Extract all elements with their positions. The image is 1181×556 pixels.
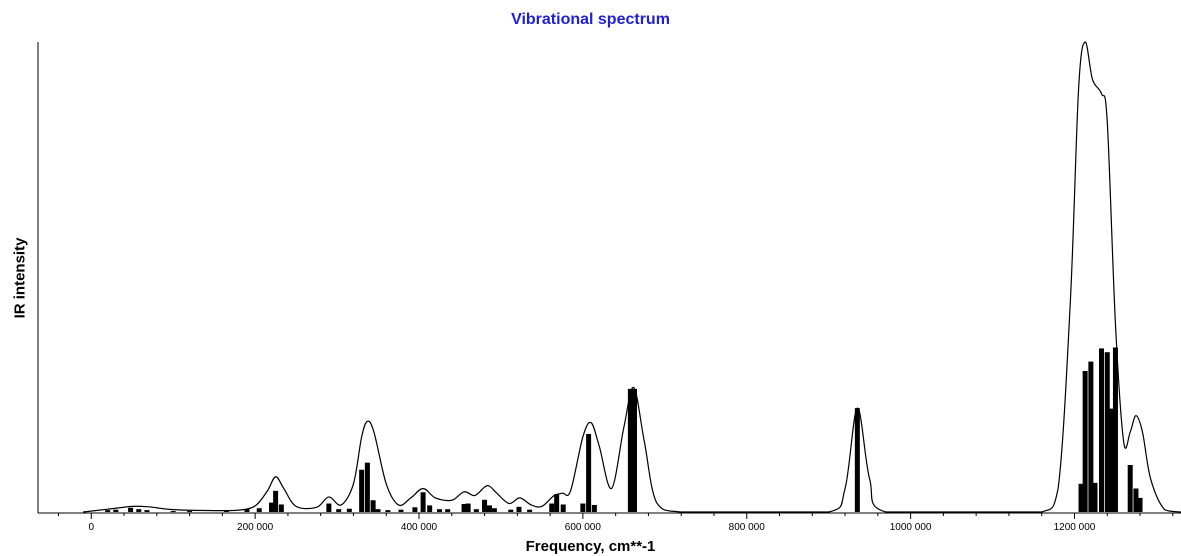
spectrum-bar xyxy=(1137,497,1143,512)
spectrum-bar xyxy=(554,494,560,512)
spectrum-bar xyxy=(586,433,592,512)
spectrum-bar xyxy=(1112,347,1118,512)
x-tick-label: 600 000 xyxy=(565,522,602,533)
x-tick-label: 800 000 xyxy=(729,522,766,533)
spectrum-bar xyxy=(128,507,134,512)
spectrum-bar xyxy=(385,510,391,512)
spectrum-bar xyxy=(187,511,193,513)
x-tick-label: 200 000 xyxy=(237,522,274,533)
spectrum-bar xyxy=(375,509,381,512)
x-tick-label: 0 xyxy=(88,522,94,533)
spectrum-bar xyxy=(359,469,365,512)
spectrum-bar xyxy=(465,503,471,512)
spectrum-bar xyxy=(627,388,633,512)
spectrum-bar xyxy=(516,506,522,512)
spectrum-bar xyxy=(1108,408,1114,512)
spectrum-bar xyxy=(854,408,860,512)
x-major-ticks: 0 200 000 400 000 600 000 800 000 1000 000 120… xyxy=(88,513,1096,533)
spectrum-bar xyxy=(1104,352,1110,512)
spectrum-bar xyxy=(436,509,442,512)
spectrum-bar xyxy=(364,462,370,512)
spectrum-bar xyxy=(1127,465,1133,512)
spectrum-bar xyxy=(1078,483,1084,512)
spectrum-bar xyxy=(427,505,433,512)
x-tick-label: 400 000 xyxy=(401,522,438,533)
spectrum-bar xyxy=(1133,488,1139,512)
spectrum-bar xyxy=(420,492,426,512)
spectrum-bar xyxy=(445,509,451,512)
spectrum-bar xyxy=(486,505,492,512)
spectrum-bar xyxy=(273,490,279,512)
spectrum-bar xyxy=(398,509,404,512)
spectrum-bar xyxy=(136,509,142,512)
chart-title: Vibrational spectrum xyxy=(511,11,670,28)
spectrum-bar xyxy=(144,510,150,512)
spectrum-bar xyxy=(412,507,418,512)
spectrum-bar xyxy=(269,502,275,512)
spectrum-bar xyxy=(580,503,586,512)
x-tick-label: 1200 000 xyxy=(1054,522,1096,533)
spectrum-bar xyxy=(1082,371,1088,512)
spectrum-bar xyxy=(278,504,284,512)
spectrum-envelope-line xyxy=(82,41,1181,513)
spectrum-bar xyxy=(370,500,376,512)
spectrum-bar xyxy=(170,511,176,513)
spectrum-bar xyxy=(113,509,119,512)
spectrum-bar xyxy=(549,503,555,512)
spectrum-bar xyxy=(482,499,488,512)
spectrum-bar xyxy=(461,504,467,512)
spectrum-bar xyxy=(631,388,637,512)
x-axis-label: Frequency, cm**-1 xyxy=(525,538,656,555)
spectrum-bar xyxy=(491,508,497,512)
spectrum-bar xyxy=(560,504,566,512)
spectrum-bar xyxy=(346,508,352,512)
x-tick-label: 1000 000 xyxy=(890,522,932,533)
spectrum-bar xyxy=(105,510,111,512)
spectrum-bar xyxy=(473,509,479,512)
spectrum-bar xyxy=(1092,482,1098,512)
spectrum-bar xyxy=(244,509,250,512)
spectrum-bar xyxy=(1099,348,1105,512)
spectrum-bars xyxy=(105,347,1143,513)
spectrum-bar xyxy=(1088,361,1094,512)
spectrum-bar xyxy=(326,503,332,512)
spectrum-bar xyxy=(508,509,514,512)
spectrum-bar xyxy=(336,509,342,512)
x-minor-ticks xyxy=(57,513,1174,516)
spectrum-bar xyxy=(256,508,262,512)
spectrum-bar xyxy=(527,509,533,512)
spectrum-bar xyxy=(591,504,597,512)
